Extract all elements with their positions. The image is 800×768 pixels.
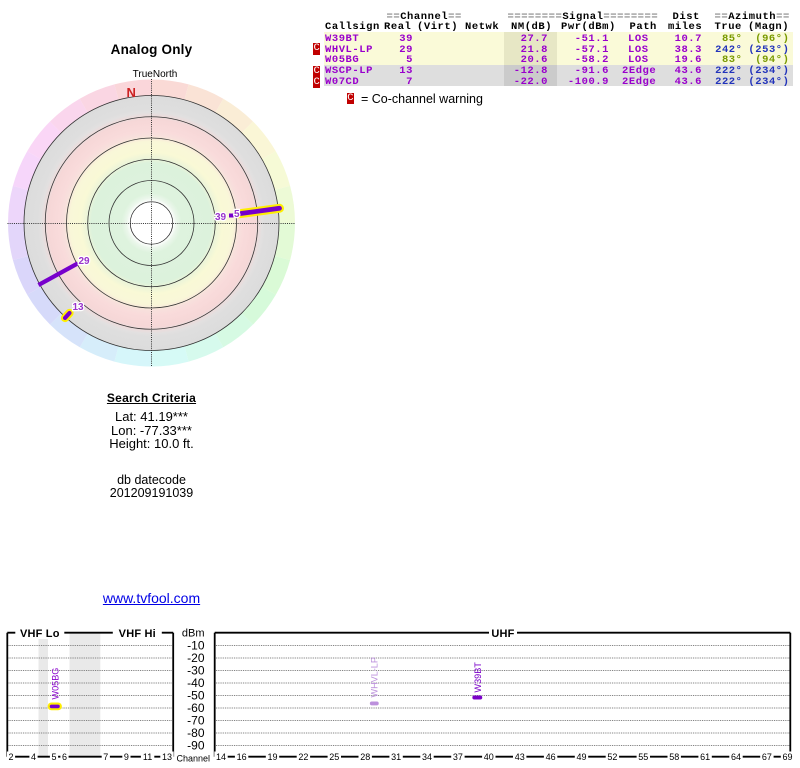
- svg-text:49: 49: [576, 752, 586, 762]
- svg-text:61: 61: [700, 752, 710, 762]
- svg-text:31: 31: [391, 752, 401, 762]
- svg-text:55: 55: [638, 752, 648, 762]
- svg-text:-80: -80: [187, 726, 205, 740]
- svg-text:W05BG: W05BG: [50, 668, 60, 700]
- svg-text:dBm: dBm: [182, 628, 205, 640]
- svg-text:16: 16: [237, 752, 247, 762]
- svg-text:-30: -30: [187, 664, 205, 678]
- svg-text:29: 29: [79, 256, 91, 267]
- svg-text:2: 2: [8, 752, 13, 762]
- svg-text:46: 46: [546, 752, 556, 762]
- svg-text:W39BT: W39BT: [473, 662, 483, 693]
- svg-text:UHF: UHF: [491, 628, 514, 640]
- svg-text:28: 28: [360, 752, 370, 762]
- svg-text:9: 9: [124, 752, 129, 762]
- svg-text:37: 37: [453, 752, 463, 762]
- svg-text:58: 58: [669, 752, 679, 762]
- svg-text:19: 19: [267, 752, 277, 762]
- svg-text:4: 4: [31, 752, 36, 762]
- svg-text:-90: -90: [187, 739, 205, 753]
- svg-text:39: 39: [215, 212, 227, 223]
- svg-text:5: 5: [51, 752, 56, 762]
- svg-text:25: 25: [329, 752, 339, 762]
- svg-text:40: 40: [484, 752, 494, 762]
- svg-text:-20: -20: [187, 651, 205, 665]
- svg-text:11: 11: [143, 752, 152, 762]
- svg-text:34: 34: [422, 752, 432, 762]
- svg-text:VHF Hi: VHF Hi: [119, 628, 156, 640]
- svg-text:WHVL-LP: WHVL-LP: [370, 657, 380, 697]
- svg-text:43: 43: [515, 752, 525, 762]
- svg-text:N: N: [127, 85, 136, 100]
- svg-text:13: 13: [73, 302, 85, 313]
- svg-text:7: 7: [103, 752, 108, 762]
- svg-text:VHF Lo: VHF Lo: [20, 628, 60, 640]
- svg-text:-70: -70: [187, 714, 205, 728]
- svg-text:13: 13: [162, 752, 172, 762]
- svg-text:-10: -10: [187, 639, 205, 653]
- svg-text:69: 69: [782, 752, 792, 762]
- svg-text:14: 14: [216, 752, 226, 762]
- svg-text:-50: -50: [187, 689, 205, 703]
- svg-text:6: 6: [62, 752, 67, 762]
- svg-text:52: 52: [607, 752, 617, 762]
- svg-text:64: 64: [731, 752, 741, 762]
- svg-text:22: 22: [298, 752, 308, 762]
- svg-text:5: 5: [234, 209, 240, 220]
- svg-text:67: 67: [762, 752, 772, 762]
- svg-text:Channel: Channel: [177, 754, 211, 764]
- svg-text:-60: -60: [187, 701, 205, 715]
- svg-text:-40: -40: [187, 676, 205, 690]
